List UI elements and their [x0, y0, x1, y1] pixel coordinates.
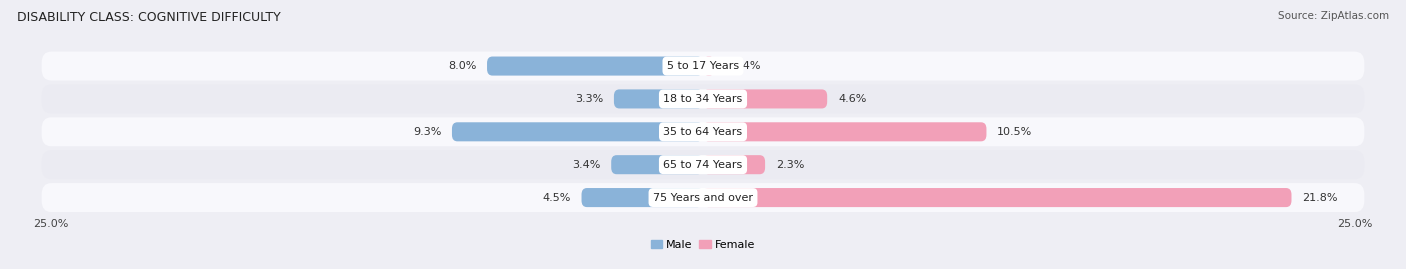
FancyBboxPatch shape: [703, 188, 1292, 207]
FancyBboxPatch shape: [42, 117, 1364, 146]
Legend: Male, Female: Male, Female: [647, 235, 759, 254]
Text: 2.3%: 2.3%: [776, 160, 804, 170]
FancyBboxPatch shape: [612, 155, 703, 174]
Text: 4.5%: 4.5%: [543, 193, 571, 203]
FancyBboxPatch shape: [703, 122, 987, 141]
Text: Source: ZipAtlas.com: Source: ZipAtlas.com: [1278, 11, 1389, 21]
Text: 8.0%: 8.0%: [449, 61, 477, 71]
Text: 3.4%: 3.4%: [572, 160, 600, 170]
FancyBboxPatch shape: [42, 150, 1364, 179]
FancyBboxPatch shape: [614, 89, 703, 108]
Text: 4.6%: 4.6%: [838, 94, 866, 104]
Text: 3.3%: 3.3%: [575, 94, 603, 104]
Text: 25.0%: 25.0%: [1337, 219, 1372, 229]
FancyBboxPatch shape: [42, 183, 1364, 212]
Text: 65 to 74 Years: 65 to 74 Years: [664, 160, 742, 170]
Text: 21.8%: 21.8%: [1302, 193, 1337, 203]
FancyBboxPatch shape: [451, 122, 703, 141]
Text: 5 to 17 Years: 5 to 17 Years: [666, 61, 740, 71]
FancyBboxPatch shape: [582, 188, 703, 207]
FancyBboxPatch shape: [703, 56, 714, 76]
FancyBboxPatch shape: [703, 89, 827, 108]
Text: 75 Years and over: 75 Years and over: [652, 193, 754, 203]
Text: 10.5%: 10.5%: [997, 127, 1032, 137]
Text: 0.44%: 0.44%: [725, 61, 761, 71]
Text: 9.3%: 9.3%: [413, 127, 441, 137]
Text: 18 to 34 Years: 18 to 34 Years: [664, 94, 742, 104]
FancyBboxPatch shape: [703, 155, 765, 174]
FancyBboxPatch shape: [486, 56, 703, 76]
Text: 35 to 64 Years: 35 to 64 Years: [664, 127, 742, 137]
FancyBboxPatch shape: [42, 84, 1364, 114]
FancyBboxPatch shape: [42, 52, 1364, 80]
Text: DISABILITY CLASS: COGNITIVE DIFFICULTY: DISABILITY CLASS: COGNITIVE DIFFICULTY: [17, 11, 281, 24]
Text: 25.0%: 25.0%: [34, 219, 69, 229]
